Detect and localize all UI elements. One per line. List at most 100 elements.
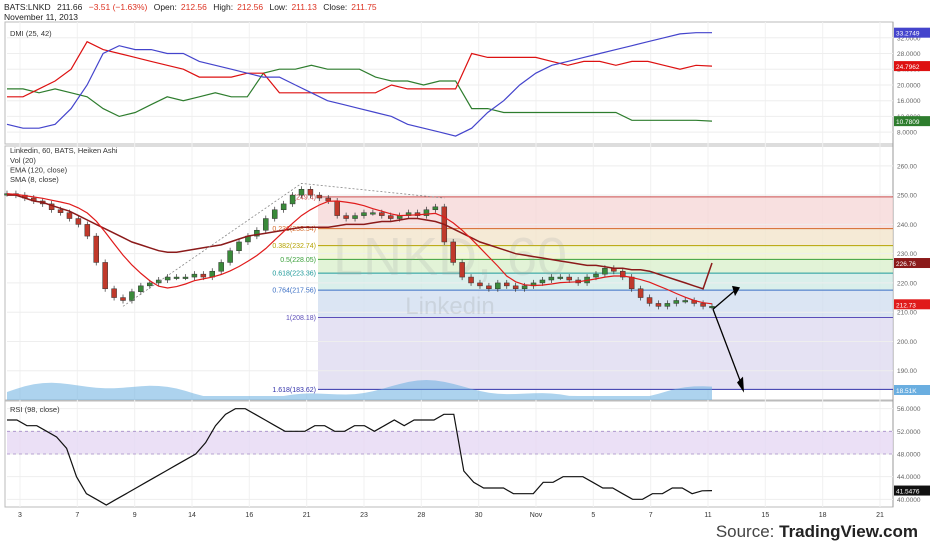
candle	[637, 288, 644, 298]
candle	[164, 276, 171, 281]
fib-label: 0.5(228.05)	[280, 257, 316, 264]
price-tick-label: 250.00	[897, 193, 917, 200]
dmi-last-label: 10.7809	[896, 119, 920, 126]
watermark-title: LNKD, 60	[333, 227, 567, 287]
low-value: 211.13	[291, 2, 317, 12]
source-brand: TradingView.com	[779, 522, 918, 541]
candle	[673, 300, 680, 304]
candle	[84, 224, 91, 237]
candle	[182, 276, 189, 279]
dmi-plus-line	[7, 64, 713, 122]
low-label: Low:	[269, 2, 288, 12]
dmi-last-label: 24.7962	[896, 64, 920, 71]
candle	[646, 297, 653, 304]
adx-line	[6, 32, 712, 137]
candle	[370, 212, 376, 215]
x-tick-label: 9	[133, 512, 137, 519]
indicator-label: SMA (8, close)	[10, 175, 59, 184]
date-label: November 11, 2013	[4, 12, 79, 22]
forecast-arrow-down	[712, 309, 744, 389]
fib-trendline	[122, 183, 445, 307]
candle	[254, 229, 260, 237]
candle	[521, 285, 528, 290]
fib-label: 0.236(238.54)	[272, 226, 316, 233]
candle	[700, 303, 706, 307]
volume-last-label: 18.51K	[896, 388, 917, 395]
close-label: Close:	[323, 2, 348, 12]
dmi-last-label: 33.2749	[896, 31, 920, 38]
candle	[628, 276, 635, 290]
candle	[227, 250, 233, 263]
candle	[200, 273, 207, 278]
candle	[271, 209, 278, 219]
candle	[75, 218, 82, 225]
candle	[218, 262, 224, 272]
x-tick-label: 14	[188, 512, 196, 519]
fib-zone	[318, 290, 893, 318]
x-tick-label: 28	[417, 512, 425, 519]
fib-zone	[318, 317, 893, 390]
price-tick-label: 220.00	[897, 280, 917, 287]
forecast-arrow-up	[712, 288, 738, 310]
price-last-label: 212.73	[896, 302, 916, 309]
forecast-arrowhead-down	[737, 376, 744, 393]
rsi-tick-label: 44.0000	[897, 474, 921, 481]
candle	[379, 212, 385, 216]
candle	[423, 209, 430, 216]
price-tick-label: 210.00	[897, 310, 917, 317]
candle	[307, 189, 314, 196]
x-tick-label: 7	[649, 512, 653, 519]
candle	[102, 262, 108, 290]
candle	[120, 297, 126, 301]
candle	[325, 197, 332, 202]
price-tick-label: 190.00	[897, 368, 917, 375]
candle	[709, 306, 715, 309]
dmi-title: DMI (25, 42)	[10, 29, 52, 38]
rsi-line	[7, 408, 713, 506]
candle	[450, 241, 456, 263]
candle	[289, 194, 296, 205]
high-label: High:	[213, 2, 234, 12]
source-prefix: Source:	[715, 522, 780, 541]
fib-label: 0(249.4)	[290, 194, 316, 201]
volume-last-label-box	[894, 385, 930, 395]
source-credit: Source: TradingView.com	[716, 522, 918, 542]
candle	[512, 285, 519, 290]
x-tick-label: 23	[360, 512, 368, 519]
dmi-tick-label: 32.0000	[897, 35, 921, 42]
forecast-arrowhead-up	[732, 285, 740, 297]
x-tick-label: 3	[18, 512, 22, 519]
fib-label: 1(208.18)	[286, 315, 316, 322]
volume-area	[7, 380, 712, 400]
candle	[263, 218, 269, 231]
rsi-tick-label: 48.0000	[897, 452, 921, 459]
candle	[664, 303, 671, 307]
price-last-label-box	[894, 299, 930, 310]
candle	[343, 215, 349, 219]
candle	[361, 212, 367, 216]
candle	[387, 215, 394, 219]
symbol: BATS:LNKD	[4, 2, 51, 12]
x-tick-label: 5	[591, 512, 595, 519]
last-price: 211.66	[56, 2, 83, 12]
open-label: Open:	[153, 2, 177, 12]
rsi-title: RSI (98, close)	[10, 405, 60, 414]
fib-label: 1.618(183.62)	[272, 387, 316, 394]
close-value: 211.75	[351, 2, 377, 12]
sma-line	[6, 193, 713, 305]
candle	[432, 206, 439, 211]
x-tick-label: 11	[704, 512, 711, 519]
change: −3.51 (−1.63%)	[88, 2, 148, 12]
candle	[57, 209, 64, 213]
candle	[280, 203, 287, 211]
candle	[539, 279, 546, 284]
ema-last-label: 226.76	[896, 261, 916, 268]
candle	[495, 282, 501, 290]
candle	[352, 215, 358, 219]
rsi-band	[7, 431, 893, 454]
fib-label: 0.764(217.56)	[272, 288, 316, 295]
candle	[316, 194, 323, 199]
candle	[66, 212, 73, 219]
rsi-tick-label: 52.0000	[897, 429, 921, 436]
